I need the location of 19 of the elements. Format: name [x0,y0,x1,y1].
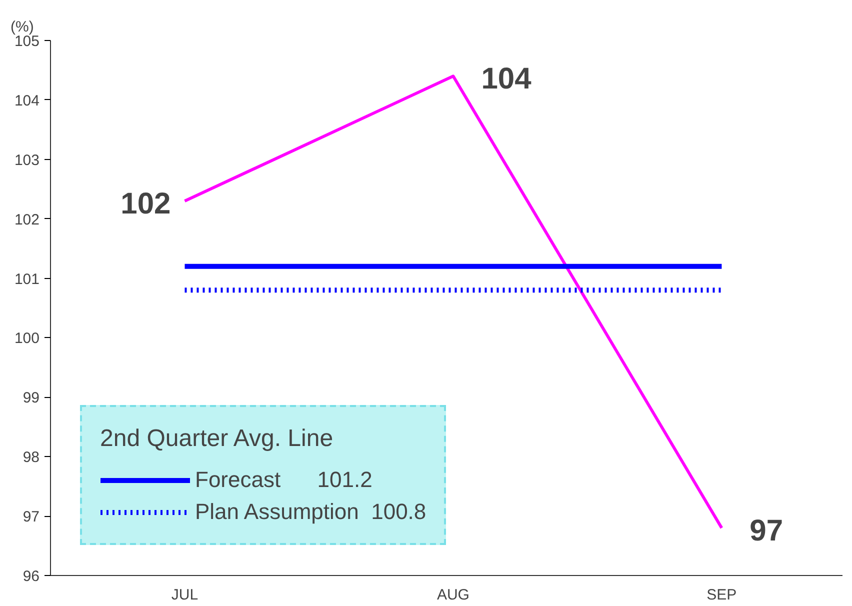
legend-title: 2nd Quarter Avg. Line [100,425,334,453]
y-tick-label: 96 [22,568,40,585]
data-label: 102 [120,188,171,220]
data-label: 104 [481,62,532,96]
y-tick-label: 102 [14,211,40,228]
y-tick-label: 100 [14,330,40,348]
x-tick-label: SEP [706,586,737,604]
y-tick-label: 99 [22,390,40,407]
x-tick-label: JUL [171,586,198,604]
y-tick-label: 104 [14,92,40,110]
x-tick-label: AUG [436,586,470,604]
y-tick-label: 98 [22,449,40,466]
data-label: 97 [750,514,784,548]
y-axis-title: (%) [10,18,34,36]
legend-label: Plan Assumption 100.8 [195,499,426,525]
y-tick-label: 97 [22,508,40,526]
legend-label: Forecast 101.2 [195,467,372,493]
y-tick-label: 103 [14,152,40,169]
y-tick-label: 101 [14,270,40,288]
